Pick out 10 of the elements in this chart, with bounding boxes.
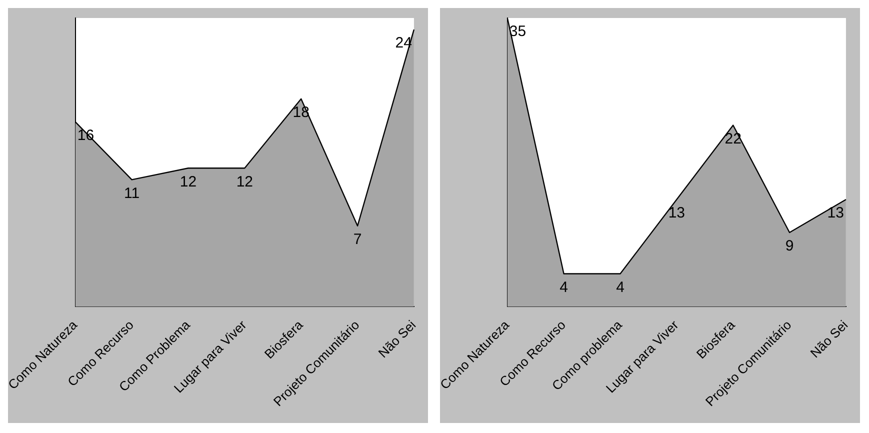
data-label: 4 [616, 278, 624, 296]
data-label: 12 [180, 173, 197, 190]
data-label: 12 [236, 173, 254, 190]
data-label: 4 [560, 278, 568, 296]
data-label: 11 [124, 184, 140, 202]
data-label: 7 [353, 231, 362, 248]
data-label: 13 [668, 204, 686, 222]
x-tick-label: Não Sei [807, 317, 851, 361]
data-label: 9 [785, 238, 794, 255]
x-tick-label: Não Sei [375, 317, 419, 361]
